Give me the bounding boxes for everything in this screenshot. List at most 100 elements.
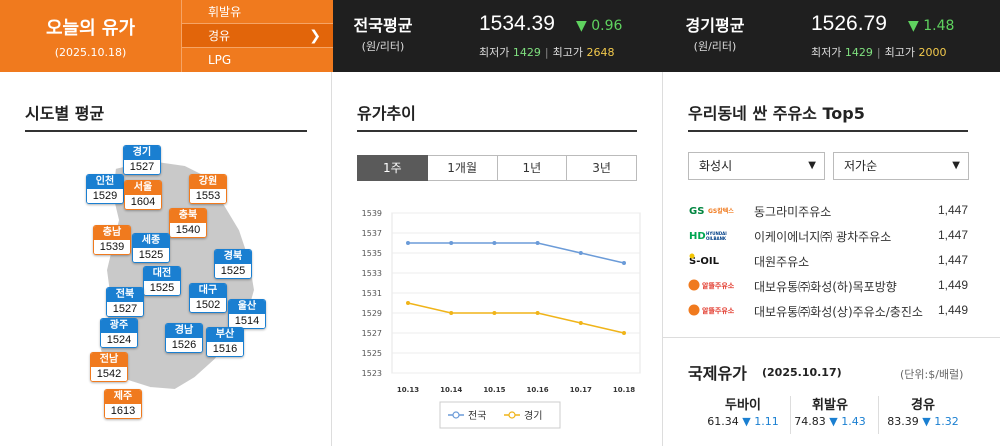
x-tick-label: 10.13 — [397, 386, 419, 394]
map-marker-gwangju[interactable]: 광주 1524 — [100, 318, 138, 348]
crude-price: 83.39 — [887, 415, 919, 428]
divider — [790, 396, 791, 434]
intl-date: (2025.10.17) — [762, 366, 842, 379]
marker-name: 광주 — [101, 319, 137, 333]
gyeonggi-average: 경기평균 (원/리터) 1526.79 ▼ 1.48 최저가 1429 | 최고가 … — [665, 0, 995, 72]
legend-label: 전국 — [468, 410, 486, 422]
brand-text: S-OIL — [689, 256, 720, 267]
marker-value: 1525 — [215, 264, 251, 278]
data-point — [406, 241, 410, 245]
crude-change: ▼ 1.43 — [829, 415, 866, 428]
period-tab-1m[interactable]: 1개월 — [427, 155, 498, 181]
marker-name: 서울 — [125, 181, 161, 195]
period-tab-1y[interactable]: 1년 — [497, 155, 568, 181]
map-marker-jeju[interactable]: 제주 1613 — [104, 389, 142, 419]
tab-lpg[interactable]: LPG — [182, 48, 333, 72]
altteul-logo: 알뜰주유소 — [688, 277, 736, 293]
map-marker-ulsan[interactable]: 울산 1514 — [228, 299, 266, 329]
marker-name: 충남 — [94, 226, 130, 240]
tab-label: 휘발유 — [208, 5, 242, 19]
header-bar: 오늘의 유가 (2025.10.18) 휘발유 경유 ❯ LPG 전국평균 (원/… — [0, 0, 1000, 72]
period-tab-3y[interactable]: 3년 — [567, 155, 637, 181]
station-name: 이케이에너지㈜ 광차주유소 — [754, 230, 892, 244]
crude-price: 61.34 — [707, 415, 739, 428]
data-point — [449, 241, 454, 245]
gyeonggi-unit: (원/리터) — [693, 40, 737, 53]
marker-value: 1540 — [170, 223, 206, 237]
brand-text: 알뜰주유소 — [702, 306, 735, 315]
hd-hyundai-oilbank-logo: HD HYUNDAI OILBANK — [688, 227, 736, 243]
map-marker-incheon[interactable]: 인천 1529 — [86, 174, 124, 204]
map-marker-sejong[interactable]: 세종 1525 — [132, 233, 170, 263]
top5-title: 우리동네 싼 주유소 Top5 — [688, 104, 865, 123]
crude-dubai: 두바이 61.34 ▼ 1.11 — [693, 394, 793, 428]
marker-name: 대전 — [144, 267, 180, 281]
map-marker-chungnam[interactable]: 충남 1539 — [93, 225, 131, 255]
station-name: 대원주유소 — [754, 255, 810, 269]
trend-title: 유가추이 — [357, 104, 416, 123]
y-tick-label: 1525 — [362, 349, 382, 358]
marker-value: 1604 — [125, 195, 161, 209]
marker-value: 1527 — [107, 302, 143, 316]
trend-chart: 1539 1537 1535 1533 1531 1529 1527 1525 1523 10.1… — [362, 209, 641, 429]
data-point — [622, 331, 626, 335]
fuel-tabs: 휘발유 경유 ❯ LPG — [181, 0, 333, 72]
map-marker-daegu[interactable]: 대구 1502 — [189, 283, 227, 313]
station-row[interactable]: 알뜰주유소 대보유통㈜화성(하)목포방향 1,449 — [688, 273, 968, 298]
crude-change: ▼ 1.11 — [742, 415, 779, 428]
crude-name: 경유 — [911, 398, 935, 413]
brand-text: GS칼텍스 — [708, 207, 734, 215]
average-price-banner: 전국평균 (원/리터) 1534.39 ▼ 0.96 최저가 1429 | 최고가 … — [333, 0, 1000, 72]
divider — [662, 72, 663, 446]
map-marker-gyeongnam[interactable]: 경남 1526 — [165, 323, 203, 353]
map-marker-gyeonggi[interactable]: 경기 1527 — [123, 145, 161, 175]
marker-value: 1502 — [190, 298, 226, 312]
tab-label: LPG — [208, 53, 232, 67]
map-marker-daejeon[interactable]: 대전 1525 — [143, 266, 181, 296]
station-price: 1,447 — [937, 203, 968, 217]
y-tick-label: 1537 — [362, 229, 382, 238]
x-tick-label: 10.18 — [613, 386, 635, 394]
map-marker-busan[interactable]: 부산 1516 — [206, 327, 244, 357]
svg-text:HD: HD — [689, 231, 706, 242]
marker-name: 부산 — [207, 328, 243, 342]
svg-text:HYUNDAI: HYUNDAI — [706, 231, 727, 236]
map-marker-gangwon[interactable]: 강원 1553 — [189, 174, 227, 204]
max-label: 최고가 — [884, 46, 915, 59]
y-tick-label: 1539 — [362, 209, 382, 218]
y-tick-label: 1531 — [362, 289, 382, 298]
data-point — [578, 321, 583, 325]
marker-value: 1514 — [229, 314, 265, 328]
map-marker-gyeongbuk[interactable]: 경북 1525 — [214, 249, 252, 279]
station-row[interactable]: 알뜰주유소 대보유통㈜화성(상)주유소/충진소 1,449 — [688, 298, 968, 323]
map-marker-chungbuk[interactable]: 충북 1540 — [169, 208, 207, 238]
legend-label: 경기 — [524, 409, 542, 422]
tab-diesel[interactable]: 경유 ❯ — [182, 24, 333, 48]
data-point — [578, 251, 583, 255]
caret-down-icon: ▼ — [808, 160, 816, 171]
station-row[interactable]: GS GS칼텍스 동그라미주유소 1,447 — [688, 198, 968, 223]
station-row[interactable]: HD HYUNDAI OILBANK 이케이에너지㈜ 광차주유소 1,447 — [688, 223, 968, 248]
marker-name: 인천 — [87, 175, 123, 189]
map-marker-jeonbuk[interactable]: 전북 1527 — [106, 287, 144, 317]
map-marker-seoul[interactable]: 서울 1604 — [124, 180, 162, 210]
brand-text: 알뜰주유소 — [702, 281, 735, 290]
period-tab-1w[interactable]: 1주 — [357, 155, 428, 181]
marker-name: 제주 — [105, 390, 141, 404]
crude-change: ▼ 1.32 — [922, 415, 959, 428]
sort-select[interactable]: 저가순 ▼ — [833, 152, 969, 180]
station-price: 1,447 — [937, 253, 968, 267]
region-select[interactable]: 화성시 ▼ — [688, 152, 825, 180]
period-tabs: 1주 1개월 1년 3년 — [357, 155, 637, 181]
map-marker-jeonnam[interactable]: 전남 1542 — [90, 352, 128, 382]
national-min-max: 최저가 1429 | 최고가 2648 — [479, 46, 615, 59]
s-oil-logo: S-OIL — [688, 252, 736, 268]
data-point — [492, 241, 497, 245]
svg-text:OILBANK: OILBANK — [706, 236, 727, 241]
tab-gasoline[interactable]: 휘발유 — [182, 0, 333, 24]
station-price: 1,449 — [937, 303, 968, 317]
crude-gasoline: 휘발유 74.83 ▼ 1.43 — [780, 394, 880, 428]
station-row[interactable]: S-OIL 대원주유소 1,447 — [688, 248, 968, 273]
data-point — [535, 311, 540, 315]
marker-value: 1613 — [105, 404, 141, 418]
